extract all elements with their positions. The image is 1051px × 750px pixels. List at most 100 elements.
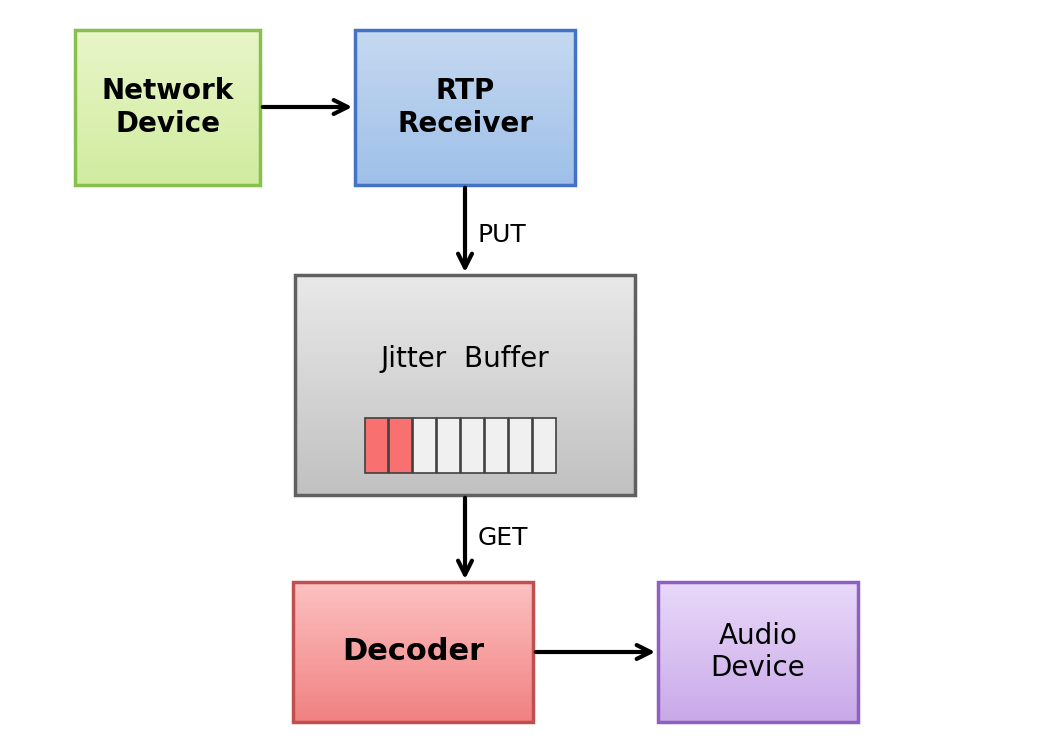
Bar xyxy=(295,312,635,315)
Bar xyxy=(75,56,260,58)
Bar xyxy=(75,61,260,64)
Bar xyxy=(295,388,635,392)
Bar xyxy=(293,622,533,624)
Bar xyxy=(293,685,533,687)
Bar xyxy=(295,473,635,477)
Bar xyxy=(75,30,260,32)
Bar xyxy=(658,694,858,696)
Bar xyxy=(75,112,260,116)
Bar xyxy=(295,411,635,414)
Bar xyxy=(658,589,858,591)
Bar xyxy=(75,172,260,175)
Bar xyxy=(295,418,635,422)
Bar xyxy=(293,652,533,654)
Bar xyxy=(355,134,575,136)
Text: Decoder: Decoder xyxy=(342,638,485,667)
Bar xyxy=(295,454,635,458)
Bar xyxy=(658,657,858,659)
Bar xyxy=(293,682,533,685)
Bar xyxy=(295,275,635,495)
Bar xyxy=(355,148,575,152)
Bar xyxy=(355,162,575,164)
Bar xyxy=(293,596,533,598)
Bar xyxy=(75,38,260,40)
Bar xyxy=(75,48,260,51)
Bar xyxy=(355,154,575,157)
Bar xyxy=(75,146,260,148)
Bar xyxy=(295,359,635,363)
Bar xyxy=(293,626,533,628)
Bar xyxy=(658,584,858,586)
Bar xyxy=(658,654,858,657)
Bar xyxy=(295,444,635,447)
Bar xyxy=(75,144,260,146)
Bar xyxy=(658,685,858,687)
Bar xyxy=(295,370,635,374)
Bar xyxy=(295,466,635,470)
Bar xyxy=(295,488,635,491)
Bar xyxy=(293,591,533,594)
Bar xyxy=(658,687,858,689)
Bar xyxy=(75,121,260,123)
Bar xyxy=(658,680,858,682)
Bar xyxy=(295,385,635,388)
Bar xyxy=(293,631,533,633)
Bar xyxy=(295,425,635,429)
Bar xyxy=(658,662,858,664)
Bar xyxy=(75,170,260,172)
Bar xyxy=(75,105,260,107)
Bar xyxy=(355,146,575,148)
Bar xyxy=(75,100,260,102)
Bar xyxy=(75,125,260,128)
Bar xyxy=(75,123,260,125)
Bar xyxy=(437,418,460,473)
Bar xyxy=(658,605,858,608)
Bar xyxy=(355,112,575,116)
Bar xyxy=(355,110,575,112)
Bar xyxy=(75,43,260,46)
Bar xyxy=(658,668,858,670)
Bar xyxy=(355,92,575,94)
Bar xyxy=(293,708,533,710)
Bar xyxy=(75,159,260,162)
Bar xyxy=(355,123,575,125)
Bar xyxy=(75,182,260,185)
Bar xyxy=(355,84,575,87)
Bar xyxy=(355,87,575,89)
Bar xyxy=(355,177,575,180)
Text: Network
Device: Network Device xyxy=(101,77,233,138)
Bar xyxy=(75,58,260,61)
Text: PUT: PUT xyxy=(478,223,527,247)
Bar xyxy=(355,64,575,66)
Bar xyxy=(658,701,858,703)
Bar xyxy=(658,596,858,598)
Text: RTP
Receiver: RTP Receiver xyxy=(397,77,533,138)
Bar xyxy=(658,640,858,643)
Bar xyxy=(355,38,575,40)
Bar xyxy=(658,598,858,601)
Bar xyxy=(75,53,260,55)
Bar xyxy=(355,105,575,107)
Bar xyxy=(293,664,533,666)
Bar xyxy=(293,696,533,699)
Bar xyxy=(295,345,635,348)
Bar xyxy=(658,696,858,699)
Bar xyxy=(658,708,858,710)
Bar xyxy=(75,32,260,35)
Bar xyxy=(355,100,575,102)
Bar xyxy=(295,396,635,400)
Bar xyxy=(658,659,858,662)
Bar xyxy=(293,654,533,657)
Bar xyxy=(355,139,575,141)
Bar xyxy=(658,706,858,708)
Bar xyxy=(355,125,575,128)
Bar xyxy=(295,422,635,425)
Bar xyxy=(75,79,260,82)
Bar xyxy=(355,71,575,74)
Bar xyxy=(295,308,635,312)
Bar xyxy=(658,710,858,712)
Bar xyxy=(355,164,575,167)
Bar xyxy=(295,286,635,290)
Bar xyxy=(355,30,575,32)
Bar xyxy=(75,164,260,167)
